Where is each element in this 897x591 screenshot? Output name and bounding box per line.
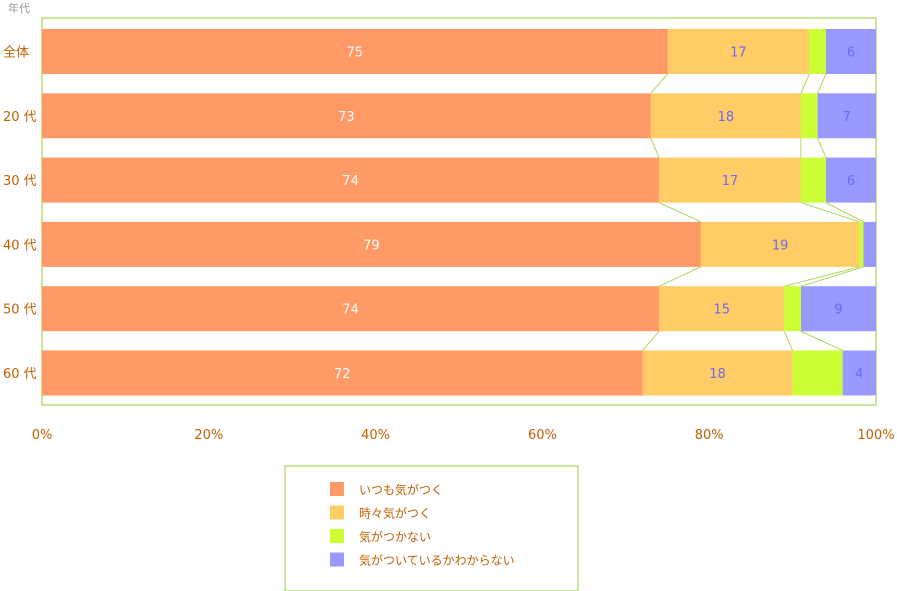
x-tick-label: 60% <box>528 428 557 443</box>
bar-segment <box>863 221 876 267</box>
bar-segment <box>784 286 801 332</box>
x-tick-label: 20% <box>194 428 223 443</box>
x-tick-labels: 0% 20% 40% 60% 80% 100% <box>32 428 895 443</box>
legend-swatch <box>330 552 344 567</box>
bar-segment <box>809 29 826 74</box>
bar-segment <box>659 286 785 332</box>
legend-label: 気がつかない <box>359 529 431 544</box>
bar-segment <box>42 350 643 396</box>
connector-line <box>825 202 864 223</box>
connector-line <box>658 266 702 287</box>
bar-segment <box>659 157 801 203</box>
bar-segment <box>667 29 810 74</box>
connector-line <box>658 202 702 223</box>
x-tick-label: 0% <box>32 428 53 443</box>
data-label: 18 <box>718 110 735 125</box>
legend-label: いつも気がつく <box>359 482 443 497</box>
bars-group: 75 17 6 73 18 7 74 17 6 79 19 74 15 9 72 18 4 <box>42 29 876 396</box>
connector-line <box>783 331 793 351</box>
category-label: 30 代 <box>3 174 37 189</box>
connector-line <box>642 330 660 351</box>
bar-segment <box>825 29 876 74</box>
bar-segment <box>650 93 801 139</box>
connector-line <box>650 73 668 94</box>
data-label: 19 <box>772 238 789 253</box>
category-label: 50 代 <box>3 303 37 318</box>
legend-label: 時々気がつく <box>359 506 431 521</box>
connector-line <box>784 266 860 287</box>
data-label: 18 <box>709 367 726 382</box>
legend-label: 気がついているかわからない <box>359 553 515 568</box>
data-label: 15 <box>713 303 730 318</box>
data-label: 17 <box>722 174 739 189</box>
connector-line <box>800 73 810 94</box>
data-label: 4 <box>855 367 863 382</box>
bar-segment <box>42 29 668 74</box>
category-label: 60 代 <box>3 367 37 382</box>
bar-segment <box>825 157 876 203</box>
data-label: 6 <box>847 174 855 189</box>
x-tick-label: 40% <box>361 428 390 443</box>
bar-segment <box>700 221 860 267</box>
connector-line <box>650 138 660 158</box>
category-label: 40 代 <box>3 238 37 253</box>
connector-line <box>817 138 827 158</box>
data-label: 75 <box>346 46 363 61</box>
connector-line <box>800 266 864 287</box>
bar-segment <box>42 157 660 203</box>
x-tick-label: 80% <box>695 428 724 443</box>
plot-frame <box>41 17 877 406</box>
bar-segment <box>800 286 876 332</box>
legend-swatch <box>330 529 344 543</box>
bar-segment <box>42 93 651 139</box>
bar-segment <box>817 93 876 139</box>
bar-segment <box>800 157 826 203</box>
data-label: 7 <box>843 110 851 125</box>
data-label: 72 <box>334 367 351 382</box>
category-labels: 全体 20 代 30 代 40 代 50 代 60 代 <box>3 45 37 383</box>
bar-segment <box>42 286 660 332</box>
data-label: 9 <box>834 303 842 318</box>
x-tick-label: 100% <box>857 428 894 443</box>
y-header-label: 年代 <box>8 1 30 15</box>
bar-segment <box>842 350 876 396</box>
bar-segment <box>800 93 818 139</box>
bar-segment <box>859 221 864 267</box>
connector-line <box>800 202 860 223</box>
connector-lines <box>642 73 864 351</box>
data-label: 74 <box>342 174 359 189</box>
data-label: 73 <box>338 110 355 125</box>
data-label: 74 <box>342 303 359 318</box>
connector-line <box>800 330 843 351</box>
data-label: 17 <box>730 46 747 61</box>
category-label: 全体 <box>3 45 29 61</box>
connector-line <box>817 73 827 94</box>
legend-swatch <box>330 482 344 496</box>
legend-swatch <box>330 505 344 520</box>
data-label: 6 <box>847 46 855 61</box>
bar-segment <box>642 350 793 396</box>
data-label: 79 <box>363 238 380 253</box>
bar-segment <box>792 350 843 396</box>
bar-segment <box>42 221 701 267</box>
category-label: 20 代 <box>3 110 37 125</box>
